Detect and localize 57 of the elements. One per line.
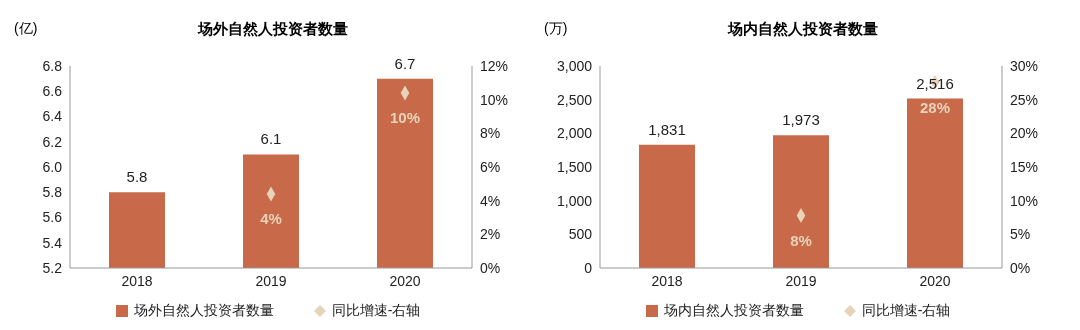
y-tick-label: 1,500 bbox=[556, 158, 593, 175]
legend-label: 同比增速-右轴 bbox=[330, 302, 421, 320]
y2-tick-label: 10% bbox=[480, 91, 509, 108]
bar bbox=[907, 98, 963, 268]
y-tick-label: 1,000 bbox=[556, 192, 593, 209]
y2-tick-label: 0% bbox=[1010, 259, 1031, 276]
data-label: 28% bbox=[919, 98, 951, 116]
x-tick-label: 2018 bbox=[121, 272, 153, 289]
y-tick-label: 6.8 bbox=[42, 57, 63, 74]
data-label: 1,831 bbox=[648, 120, 686, 138]
y-tick-label: 5.8 bbox=[42, 184, 63, 201]
y-tick-label: 6.2 bbox=[42, 133, 63, 150]
x-tick-label: 2020 bbox=[389, 272, 421, 289]
y-tick-label: 0 bbox=[584, 259, 593, 276]
bar bbox=[639, 144, 695, 268]
y2-tick-label: 2% bbox=[480, 226, 501, 243]
y-axis-title: (万) bbox=[544, 20, 568, 38]
data-label: 5.8 bbox=[126, 168, 148, 186]
y2-tick-label: 25% bbox=[1010, 91, 1039, 108]
y2-tick-label: 4% bbox=[480, 192, 501, 209]
y-tick-label: 2,000 bbox=[556, 125, 593, 142]
legend-label: 同比增速-右轴 bbox=[860, 302, 951, 320]
data-label: 10% bbox=[389, 109, 421, 127]
chart-title: 场内自然人投资者数量 bbox=[728, 20, 878, 37]
y2-tick-label: 6% bbox=[480, 158, 501, 175]
y-tick-label: 500 bbox=[568, 226, 593, 243]
legend-label: 场外自然人投资者数量 bbox=[132, 302, 274, 320]
x-tick-label: 2020 bbox=[919, 272, 951, 289]
y2-tick-label: 30% bbox=[1010, 57, 1039, 74]
data-label: 1,973 bbox=[782, 111, 820, 129]
y2-tick-label: 10% bbox=[1010, 192, 1039, 209]
y-tick-label: 5.2 bbox=[42, 259, 63, 276]
legend-label: 场内自然人投资者数量 bbox=[662, 302, 804, 320]
y-tick-label: 5.4 bbox=[42, 234, 63, 251]
data-label: 8% bbox=[790, 231, 812, 249]
y-tick-label: 6.4 bbox=[42, 108, 63, 125]
y2-tick-label: 5% bbox=[1010, 226, 1031, 243]
x-tick-label: 2018 bbox=[651, 272, 683, 289]
y-axis-title: (亿) bbox=[14, 20, 38, 38]
y2-tick-label: 8% bbox=[480, 125, 501, 142]
data-label: 6.1 bbox=[260, 130, 282, 148]
y2-tick-label: 15% bbox=[1010, 158, 1039, 175]
data-label: 2,516 bbox=[916, 74, 954, 92]
y-tick-label: 6.0 bbox=[42, 158, 63, 175]
y2-tick-label: 12% bbox=[480, 57, 509, 74]
y-tick-label: 3,000 bbox=[556, 57, 593, 74]
x-tick-label: 2019 bbox=[785, 272, 817, 289]
y2-tick-label: 20% bbox=[1010, 125, 1039, 142]
y-tick-label: 6.6 bbox=[42, 83, 63, 100]
chart-title: 场外自然人投资者数量 bbox=[198, 20, 348, 37]
x-tick-label: 2019 bbox=[255, 272, 287, 289]
data-label: 4% bbox=[260, 210, 282, 228]
bar bbox=[773, 135, 829, 268]
y2-tick-label: 0% bbox=[480, 259, 501, 276]
data-label: 6.7 bbox=[394, 54, 416, 72]
y-tick-label: 2,500 bbox=[556, 91, 593, 108]
y-tick-label: 5.6 bbox=[42, 209, 63, 226]
